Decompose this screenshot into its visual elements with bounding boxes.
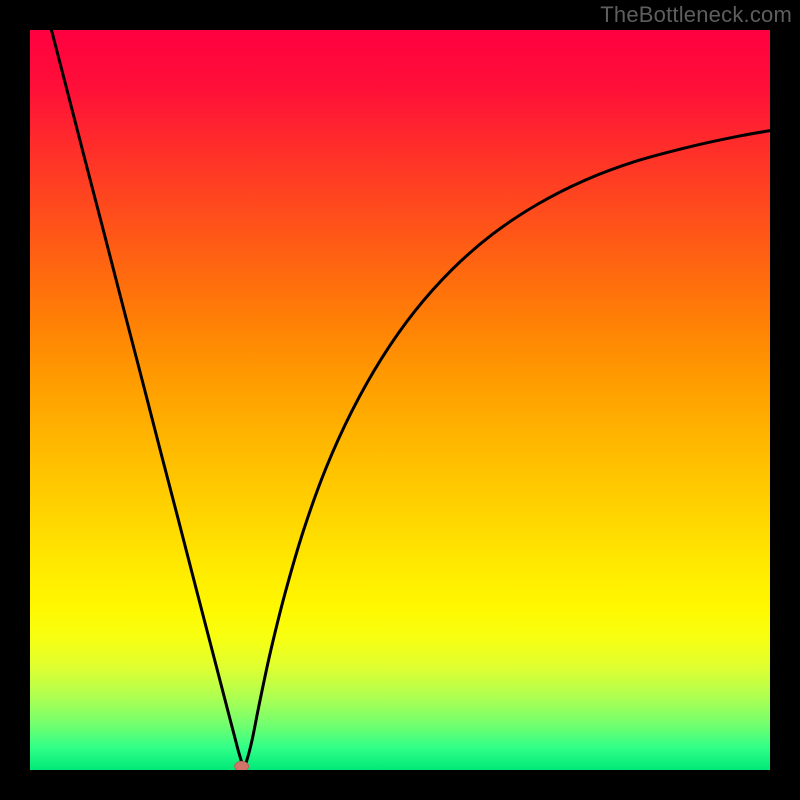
stage: TheBottleneck.com xyxy=(0,0,800,800)
gradient-background xyxy=(30,30,770,770)
watermark-text: TheBottleneck.com xyxy=(600,2,792,28)
plot-frame xyxy=(30,30,770,770)
minimum-marker xyxy=(235,761,249,770)
bottleneck-curve-chart xyxy=(30,30,770,770)
